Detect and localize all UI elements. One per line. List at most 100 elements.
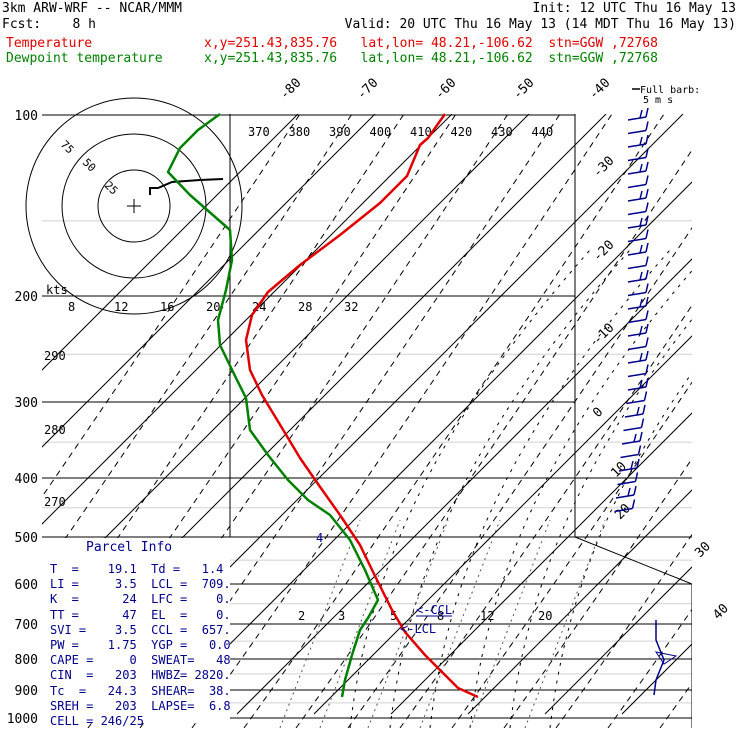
mixing-ratio-label: 3 [338, 609, 345, 623]
hodo-ring [25, 97, 243, 315]
pressure-label: 100 [15, 109, 38, 124]
wind-barb-flag [639, 298, 643, 308]
mixing-ratio-line [524, 519, 606, 728]
theta-label-left: 290 [44, 349, 66, 363]
isotherm-20 [467, 489, 692, 715]
hodo-tick-label: 8 [68, 300, 75, 314]
pressure-label: 700 [15, 618, 38, 633]
valid-time: Valid: 20 UTC Thu 16 May 13 (14 MDT Thu … [344, 17, 736, 32]
wind-barb-flag [636, 458, 640, 469]
isotherm--80 [42, 114, 299, 371]
hodo-tick-label: 20 [206, 300, 220, 314]
theta-label-left: 270 [44, 495, 66, 509]
pressure-axis: 100 200 300 400 500 600 700 800 900 1000 [7, 109, 38, 727]
wind-barb-staff [627, 305, 647, 310]
wind-barb-staff [627, 251, 647, 256]
wind-barb-flag [631, 499, 636, 509]
isotherm-label: -70 [354, 76, 381, 103]
mixing-ratio-line [419, 519, 501, 728]
parcel-info-row: LI = 3.5 LCL = 709. [50, 577, 231, 592]
wind-barb-flag [633, 485, 637, 496]
wind-barb-staff [627, 345, 647, 351]
wind-barb-staff [627, 143, 647, 148]
barb-legend-line1: Full barb: [640, 85, 700, 96]
isotherm-label: -50 [510, 76, 537, 103]
wind-barb-staff [627, 332, 647, 337]
mixing-ratio-line [469, 519, 551, 728]
wind-barb-flag [645, 377, 649, 388]
wind-barb-staff [627, 129, 647, 135]
theta-label: 400 [370, 125, 392, 139]
theta-label: 420 [451, 125, 473, 139]
wind-barb-flag [645, 229, 649, 239]
wind-barb-flag [645, 310, 649, 320]
isotherm-label: 40 [710, 601, 732, 623]
mixing-ratio-label: 5 [390, 609, 397, 623]
wind-barb-flag [645, 323, 649, 334]
wind-barb-staff [617, 480, 636, 486]
theta-label: 410 [410, 125, 432, 139]
low-level-barbs [653, 620, 665, 696]
pressure-label: 500 [15, 531, 38, 546]
wind-barb-flag [645, 350, 649, 361]
wind-barb-flag [645, 161, 649, 172]
isotherm-label: -80 [277, 76, 304, 103]
theta-label: 390 [329, 125, 351, 139]
wind-barb-flag [645, 175, 649, 185]
wind-barb-staff [627, 372, 647, 378]
pressure-label: 300 [15, 396, 38, 411]
forecast-hour: Fcst: 8 h [2, 17, 96, 32]
hodo-trace [149, 178, 224, 195]
theta-label: 380 [289, 125, 311, 139]
isotherm-0 [313, 335, 692, 715]
right-bound [574, 536, 692, 728]
wind-barb-flag [645, 148, 649, 158]
lfc-mark: 4 [316, 531, 323, 545]
hodo-tick-label: 28 [298, 300, 312, 314]
wind-barb-staff [627, 291, 647, 297]
dry-adiabat [347, 227, 692, 728]
theta-label: 440 [532, 125, 554, 139]
isotherm--60 [42, 114, 453, 525]
wind-barb-staff [627, 386, 647, 391]
wind-barb-flag [639, 431, 643, 442]
mixing-ratio-label: 2 [298, 609, 305, 623]
parcel-info-row: T = 19.1 Td = 1.4 [50, 562, 224, 576]
dry-adiabat [451, 381, 692, 728]
isotherm--20 [159, 181, 692, 715]
wind-barb-staff [627, 278, 647, 283]
theta-label: 430 [491, 125, 513, 139]
wind-barb-staff [623, 426, 642, 432]
wind-barb-staff [627, 183, 647, 189]
wind-barb-flag [645, 269, 649, 280]
pressure-label: 200 [15, 290, 38, 305]
parcel-info-row: SVI = 3.5 CCL = 657. [50, 622, 231, 637]
wind-barb-flag [645, 256, 649, 266]
wind-barb-staff [627, 224, 647, 229]
dry-adiabat [243, 114, 665, 728]
model-title: 3km ARW-WRF -- NCAR/MMM [2, 1, 183, 16]
hodo-tick-label: 12 [114, 300, 128, 314]
parcel-info-title: Parcel Info [86, 540, 173, 555]
barb-legend: Full barb:5 m s [632, 85, 700, 106]
wind-barb-flag [639, 352, 643, 362]
wind-barb-flag [630, 460, 634, 470]
mixing-ratio-line [367, 519, 449, 728]
wind-barb-staff [624, 413, 644, 418]
wind-barb-staff [627, 156, 647, 162]
theta-label-left: 280 [44, 423, 66, 437]
mixing-ratio-line [279, 519, 361, 728]
parcel-info-row: SREH = 203 LAPSE= 6.8 [50, 698, 231, 713]
wind-barb-staff [615, 494, 635, 499]
wind-barb-staff [627, 237, 647, 243]
hodo-unit-label: kts [46, 283, 68, 297]
hodo-tick-label: 16 [160, 300, 174, 314]
wind-barb-staff [627, 359, 647, 364]
parcel-annotations: <-CCL <-LCL 4 [316, 531, 452, 636]
wind-barb-flag [645, 215, 649, 226]
barb-legend-line2: 5 m s [643, 95, 673, 106]
wind-barb-flag [636, 406, 640, 416]
mixing-ratio-line [319, 519, 401, 728]
parcel-info-row: CELL = 246/25 [50, 714, 144, 728]
